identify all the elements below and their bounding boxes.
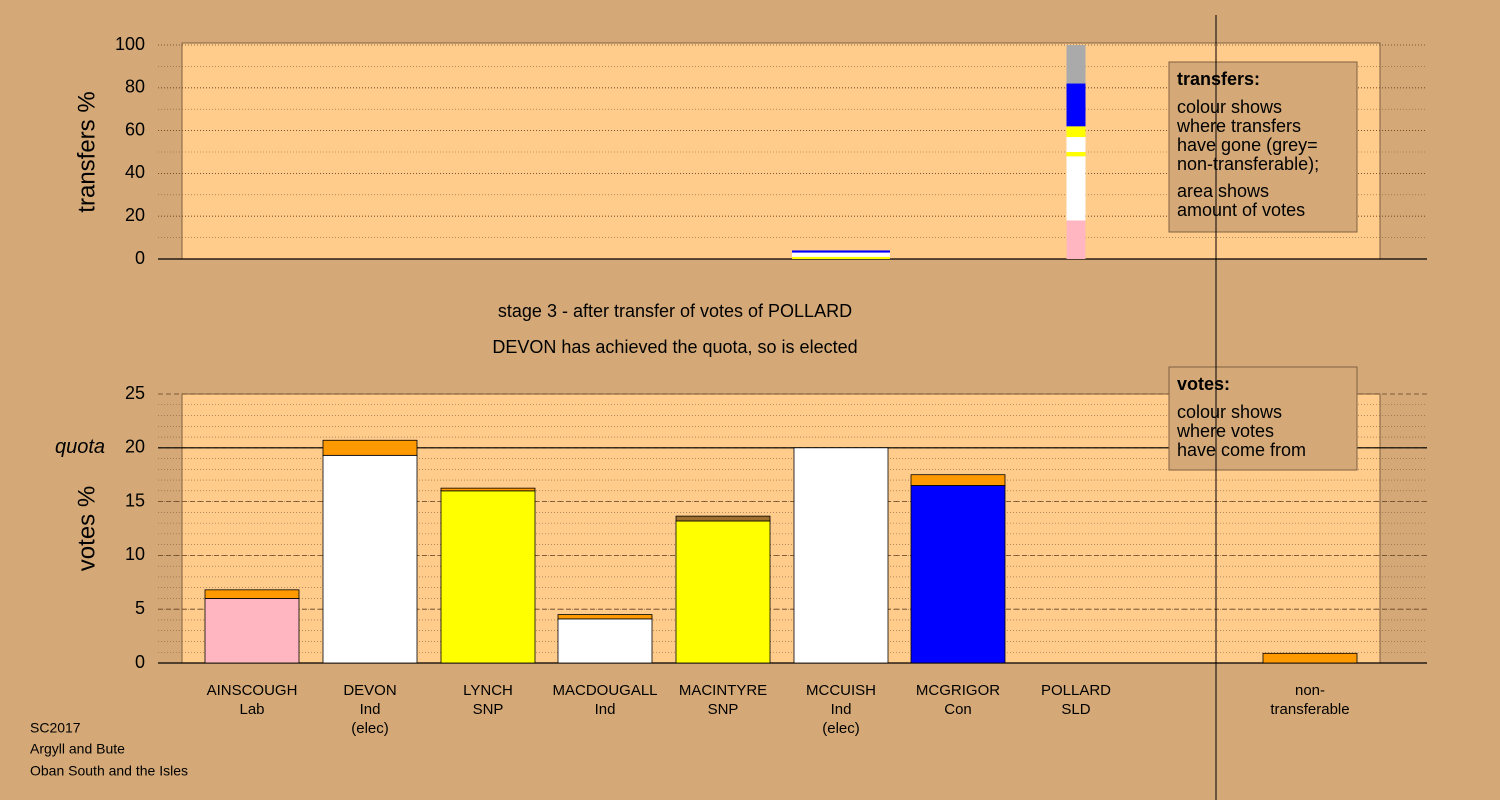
x-tick-label: Con <box>944 701 972 718</box>
y-tick-label: 60 <box>125 119 145 139</box>
y-axis-label: transfers % <box>73 91 100 212</box>
vote-segment <box>675 515 771 522</box>
transfer-segment <box>1066 152 1086 157</box>
legend-text: amount of votes <box>1177 200 1305 220</box>
vote-segment <box>440 487 536 492</box>
legend-text: colour shows <box>1177 97 1282 117</box>
y-tick-label: 10 <box>125 544 145 564</box>
vote-segment <box>322 439 418 456</box>
legend-box <box>1168 61 1358 233</box>
footer: Argyll and Bute <box>30 741 125 757</box>
y-tick-label: 100 <box>115 34 145 54</box>
legend-text: area shows <box>1177 181 1269 201</box>
x-tick-label: SNP <box>473 701 504 718</box>
legend-text: have come from <box>1177 440 1306 460</box>
legend-title: transfers: <box>1177 69 1260 89</box>
x-tick-label: non- <box>1295 682 1325 699</box>
legend-text: non-transferable); <box>1177 154 1319 174</box>
x-tick-label: MCGRIGOR <box>916 682 1000 699</box>
x-tick-label: LYNCH <box>463 682 513 699</box>
transfer-segment <box>1066 137 1086 152</box>
quota-label: quota <box>55 436 105 458</box>
x-tick-label: AINSCOUGH <box>207 682 298 699</box>
y-tick-label: 20 <box>125 437 145 457</box>
vote-segment <box>910 485 1006 664</box>
x-tick-label: SLD <box>1061 701 1090 718</box>
y-tick-label: 80 <box>125 77 145 97</box>
x-tick-label: Lab <box>239 701 264 718</box>
x-tick-label: Ind <box>595 701 616 718</box>
x-tick-label: transferable <box>1270 701 1349 718</box>
legend-text: where transfers <box>1176 116 1301 136</box>
x-tick-label: MACDOUGALL <box>552 682 657 699</box>
y-tick-label: 0 <box>135 652 145 672</box>
transfer-segment <box>792 252 890 257</box>
x-tick-label: SNP <box>708 701 739 718</box>
y-tick-label: 0 <box>135 248 145 268</box>
x-tick-label: POLLARD <box>1041 682 1111 699</box>
vote-segment <box>322 454 418 664</box>
vote-segment <box>557 614 653 620</box>
transfer-segment <box>792 256 890 259</box>
vote-segment <box>910 474 1006 486</box>
vote-segment <box>204 589 300 599</box>
vote-segment <box>793 447 889 664</box>
x-tick-label: Ind <box>360 701 381 718</box>
y-tick-label: 40 <box>125 162 145 182</box>
y-tick-label: 20 <box>125 205 145 225</box>
legend-text: have gone (grey= <box>1177 135 1318 155</box>
legend-text: colour shows <box>1177 402 1282 422</box>
y-tick-label: 15 <box>125 490 145 510</box>
transfer-segment <box>1066 156 1086 221</box>
legend-text: where votes <box>1176 421 1274 441</box>
y-tick-label: 25 <box>125 383 145 403</box>
transfer-segment <box>792 250 890 253</box>
footer: Oban South and the Isles <box>30 763 188 779</box>
vote-segment <box>675 520 771 664</box>
footer: SC2017 <box>30 720 81 736</box>
transfer-segment <box>1066 45 1086 84</box>
stage-subtitle: DEVON has achieved the quota, so is elec… <box>492 337 857 357</box>
x-tick-label: MACINTYRE <box>679 682 767 699</box>
transfer-segment <box>1066 126 1086 138</box>
legend-title: votes: <box>1177 374 1230 394</box>
x-tick-label: DEVON <box>343 682 396 699</box>
y-tick-label: 5 <box>135 598 145 618</box>
transfer-segment <box>1066 83 1086 127</box>
x-tick-label: (elec) <box>822 720 860 737</box>
vote-segment <box>440 490 536 664</box>
x-tick-label: Ind <box>831 701 852 718</box>
vote-segment <box>557 618 653 664</box>
x-tick-label: MCCUISH <box>806 682 876 699</box>
vote-segment <box>204 598 300 664</box>
transfer-segment <box>1066 220 1086 259</box>
y-axis-label: votes % <box>73 486 100 571</box>
vote-segment <box>1262 652 1358 664</box>
x-tick-label: (elec) <box>351 720 389 737</box>
stage-title: stage 3 - after transfer of votes of POL… <box>498 301 852 321</box>
legend-box <box>1168 366 1358 471</box>
